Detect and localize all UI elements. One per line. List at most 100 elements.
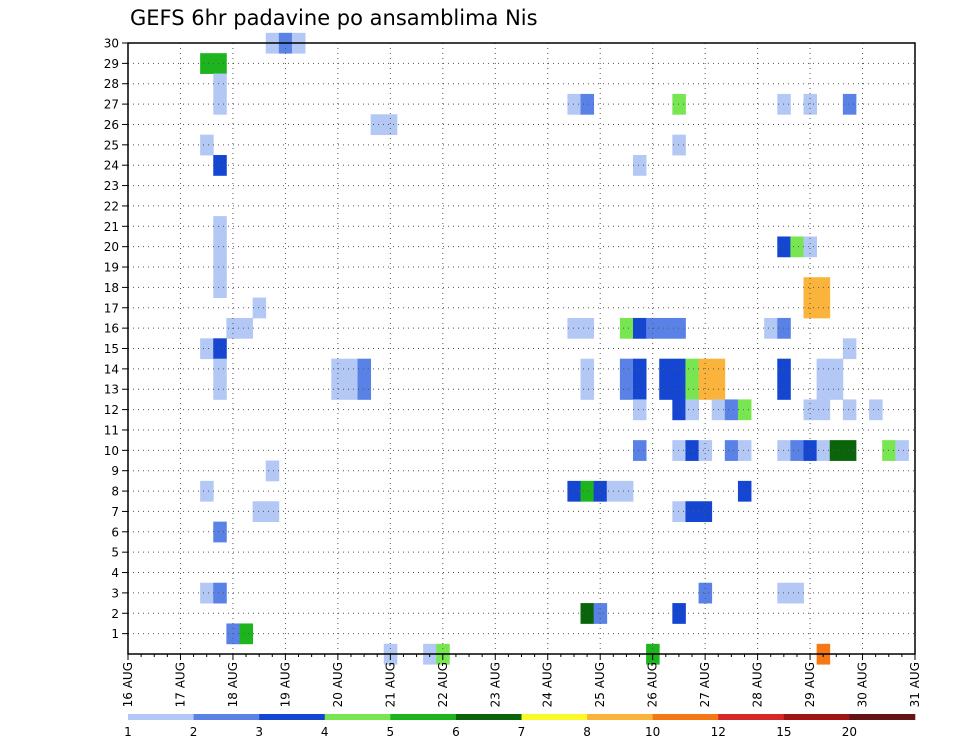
heatmap-cell [213, 521, 227, 543]
heatmap-cell [777, 317, 791, 339]
heatmap-cell [842, 93, 857, 115]
heatmap-cell [829, 379, 844, 400]
heatmap-cell [632, 379, 647, 400]
heatmap-cell [764, 317, 778, 339]
heatmap-cell [829, 440, 844, 461]
y-tick-label: 18 [104, 281, 119, 295]
heatmap-cell [672, 134, 686, 156]
heatmap-cell [213, 256, 227, 278]
heatmap-cell [672, 358, 686, 380]
legend-label: 8 [583, 725, 591, 739]
y-tick-label: 13 [104, 383, 119, 397]
y-tick-label: 9 [111, 464, 119, 478]
legend-swatch [390, 714, 457, 720]
heatmap-cell [344, 379, 358, 400]
heatmap-cell [777, 358, 791, 380]
legend-label: 20 [842, 725, 857, 739]
x-tick-label: 17 AUG [173, 662, 187, 707]
legend-label: 12 [711, 725, 726, 739]
y-tick-label: 23 [104, 179, 119, 193]
y-tick-label: 5 [111, 546, 119, 560]
heatmap-cell [803, 236, 818, 258]
heatmap-cell [200, 134, 214, 156]
legend-swatch [521, 714, 588, 720]
y-tick-label: 22 [104, 199, 119, 213]
y-tick-label: 2 [111, 607, 119, 621]
heatmap-cell [777, 236, 791, 258]
heatmap-cell [737, 440, 752, 461]
heatmap-cell [803, 399, 818, 421]
heatmap-cell [213, 216, 227, 237]
x-tick-label: 31 AUG [908, 662, 922, 707]
x-tick-label: 18 AUG [226, 662, 240, 707]
heatmap-cell [567, 93, 581, 115]
heatmap-cell [777, 440, 791, 461]
heatmap-cell [698, 501, 713, 523]
heatmap-cell [632, 317, 647, 339]
heatmap-cell [777, 582, 791, 604]
x-axis: 16 AUG 17 AUG 18 AUG 19 AUG 20 AUG 21 AUG 22 A… [121, 654, 922, 707]
heatmap-cell [842, 338, 857, 360]
y-tick-label: 8 [111, 485, 119, 499]
heatmap-cell [200, 582, 214, 604]
heatmap-cell [213, 379, 227, 400]
legend-swatch [455, 714, 522, 720]
heatmap-cell [252, 501, 267, 523]
heatmap-cell [580, 93, 595, 115]
y-tick-label: 7 [111, 505, 119, 519]
heatmap-cell [580, 358, 595, 380]
legend-label: 6 [452, 725, 460, 739]
heatmap-cell [213, 53, 227, 74]
heatmap-cell [619, 358, 634, 380]
heatmap-cell [357, 358, 372, 380]
y-tick-label: 24 [104, 159, 119, 173]
y-tick-label: 27 [104, 98, 119, 112]
legend-swatch [783, 714, 850, 720]
heatmap-cell [895, 440, 909, 461]
heatmap-cell [724, 440, 739, 461]
heatmap-cell [842, 399, 857, 421]
heatmap-cell [265, 501, 280, 523]
legend-label: 15 [776, 725, 791, 739]
heatmap-cell [737, 480, 752, 502]
x-tick-label: 23 AUG [488, 662, 502, 707]
heatmap-cell [632, 155, 647, 176]
legend-swatch [849, 714, 916, 720]
heatmap-cell [685, 358, 699, 380]
y-tick-label: 30 [104, 37, 119, 51]
y-tick-label: 16 [104, 322, 119, 336]
heatmap-cell [698, 440, 713, 461]
heatmap-cell [672, 603, 686, 624]
heatmap-cell [685, 440, 699, 461]
x-tick-label: 26 AUG [646, 662, 660, 707]
y-tick-label: 4 [111, 566, 119, 580]
x-tick-label: 16 AUG [121, 662, 135, 707]
x-tick-label: 28 AUG [751, 662, 765, 707]
heatmap-cell [580, 603, 595, 624]
heatmap-cell [213, 155, 227, 176]
y-tick-label: 11 [104, 423, 119, 437]
legend-swatch [324, 714, 391, 720]
legend-label: 7 [518, 725, 526, 739]
y-tick-label: 1 [111, 627, 119, 641]
x-tick-label: 24 AUG [541, 662, 555, 707]
heatmap-cell [672, 440, 686, 461]
heatmap-cell [213, 236, 227, 258]
heatmap-cell [737, 399, 752, 421]
heatmap-cell [698, 358, 713, 380]
plot-frame [127, 42, 916, 655]
heatmap-cell [724, 399, 739, 421]
y-tick-label: 10 [104, 444, 119, 458]
heatmap-cell [580, 379, 595, 400]
x-tick-label: 30 AUG [856, 662, 870, 707]
heatmap-cell [685, 501, 699, 523]
heatmap-cell [619, 317, 634, 339]
y-tick-label: 26 [104, 118, 119, 132]
heatmap-cell [803, 440, 818, 461]
x-tick-label: 19 AUG [278, 662, 292, 707]
heatmap-cell [777, 93, 791, 115]
x-tick-label: 20 AUG [331, 662, 345, 707]
heatmap-cell [567, 317, 581, 339]
heatmap-cell [672, 399, 686, 421]
